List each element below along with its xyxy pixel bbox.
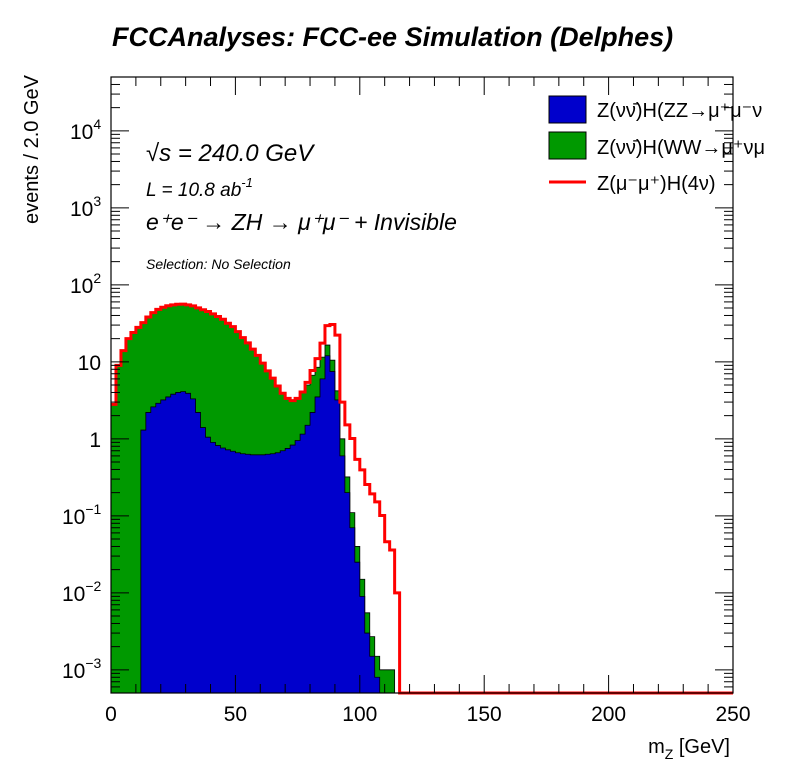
legend-item-ww: Z(νν̄)H(WW→μ⁺νμ (548, 131, 765, 160)
y-tick-label: 10−3 (62, 655, 102, 683)
y-tick-label: 1 (89, 429, 101, 452)
legend-item-signal: Z(μ⁻μ⁺)H(4ν) (549, 173, 716, 195)
legend-label-zz: Z(νν̄)H(ZZ→μ⁺μ⁻ν (597, 100, 762, 122)
axis-ticks (110, 76, 734, 694)
y-tick-label: 104 (70, 116, 101, 144)
y-tick-label: 102 (70, 270, 101, 298)
x-tick-label: 200 (591, 703, 626, 726)
x-tick-label: 250 (715, 703, 750, 726)
x-tick-label: 50 (224, 703, 247, 726)
x-axis-label: mZ [GeV] (648, 736, 730, 762)
legend-label-signal: Z(μ⁻μ⁺)H(4ν) (597, 173, 716, 195)
y-tick-label: 10−2 (62, 578, 102, 606)
legend-swatch-ww (548, 131, 587, 160)
y-tick-label: 10−1 (62, 501, 102, 529)
selection-annotation: Selection: No Selection (146, 256, 291, 272)
x-tick-labels: 0 50 100 150 200 250 (105, 703, 750, 726)
y-tick-label: 103 (70, 193, 101, 221)
lumi-annotation: L = 10.8 ab-1 (146, 175, 253, 201)
x-tick-label: 150 (467, 703, 502, 726)
process-annotation: e⁺e⁻ → ZH → μ⁺μ⁻ + Invisible (146, 209, 457, 235)
x-tick-label: 100 (342, 703, 377, 726)
y-tick-label: 10 (78, 352, 101, 375)
legend: Z(νν̄)H(ZZ→μ⁺μ⁻ν Z(νν̄)H(WW→μ⁺νμ Z(μ⁻μ⁺)… (548, 95, 765, 195)
legend-label-ww: Z(νν̄)H(WW→μ⁺νμ (597, 137, 765, 159)
y-axis-label: events / 2.0 GeV (21, 74, 43, 224)
chart-title: FCCAnalyses: FCC-ee Simulation (Delphes) (112, 22, 673, 52)
y-tick-labels: 10−3 10−2 10−1 1 10 102 103 104 (62, 116, 102, 683)
x-tick-label: 0 (105, 703, 117, 726)
histogram-layers (110, 302, 733, 695)
legend-item-zz: Z(νν̄)H(ZZ→μ⁺μ⁻ν (548, 95, 762, 124)
sqrt-s-annotation: √s = 240.0 GeV (146, 140, 315, 167)
legend-swatch-zz (548, 95, 587, 124)
